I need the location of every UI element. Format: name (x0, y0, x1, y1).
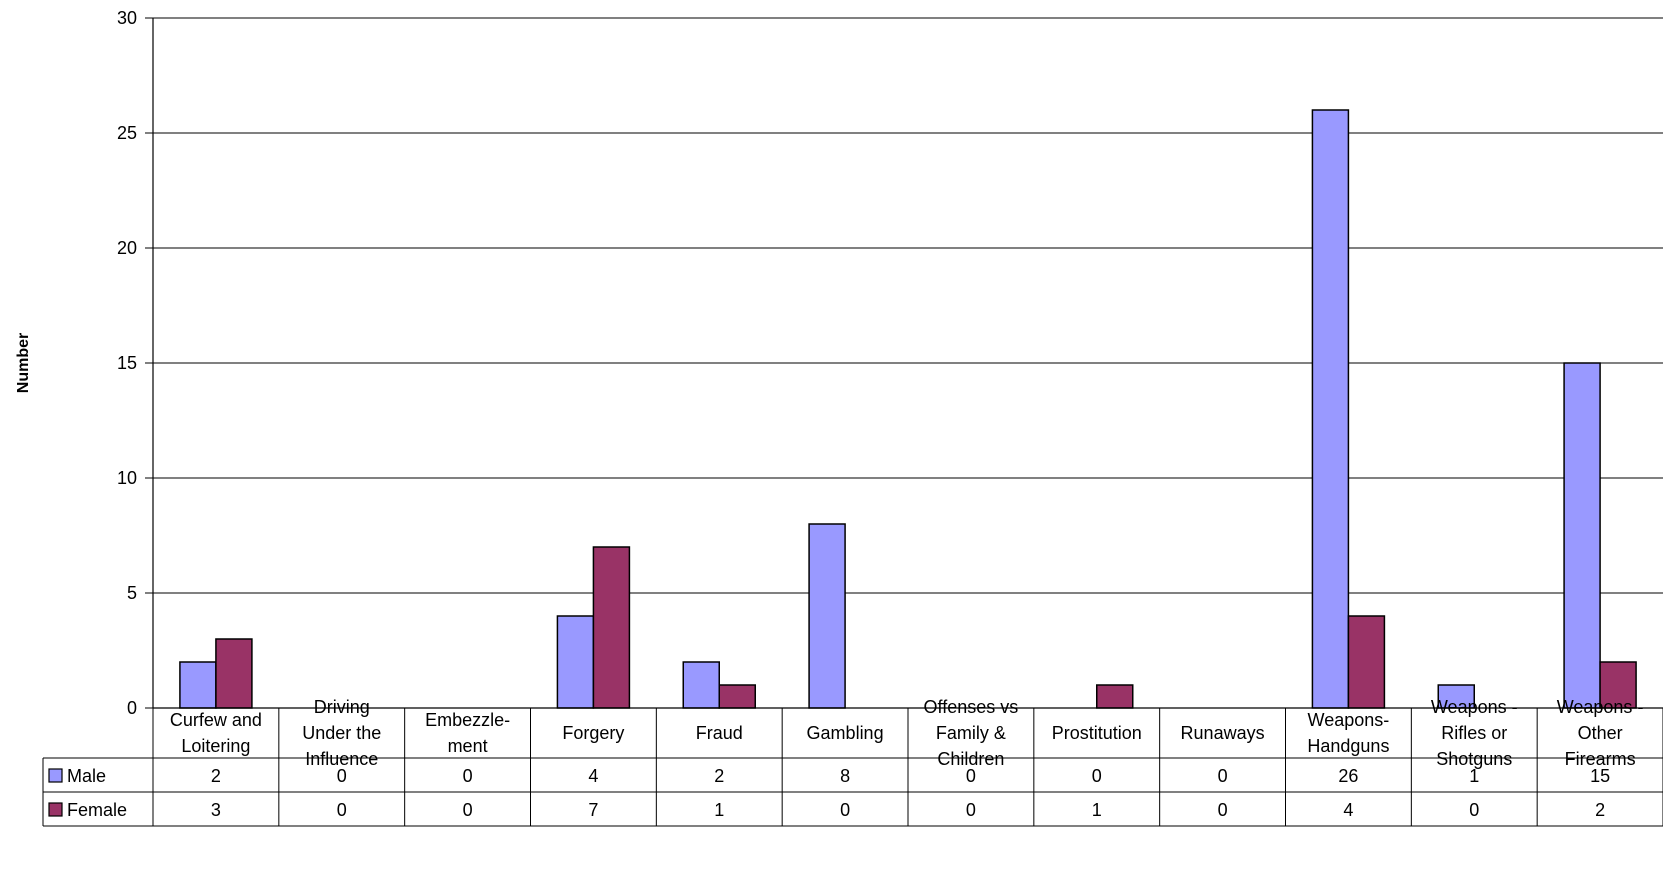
table-value-male: 2 (211, 766, 221, 786)
bar-male (556, 615, 595, 709)
bar-female (215, 638, 253, 709)
y-tick-label: 20 (117, 238, 137, 258)
category-label: Weapons -Other Firearms (1557, 697, 1644, 769)
y-tick-label: 30 (117, 8, 137, 28)
table-value-female: 2 (1595, 800, 1605, 820)
table-value-male: 8 (840, 766, 850, 786)
table-value-male: 0 (1092, 766, 1102, 786)
table-value-male: 26 (1338, 766, 1358, 786)
bar-male (179, 661, 217, 709)
table-value-male: 0 (966, 766, 976, 786)
category-label: Gambling (807, 723, 884, 743)
bar-female (718, 684, 756, 709)
table-value-female: 0 (840, 800, 850, 820)
table-value-female: 0 (463, 800, 473, 820)
category-label: Offenses vs Family & Children (924, 697, 1019, 769)
category-label: Forgery (562, 723, 624, 743)
table-value-male: 4 (588, 766, 598, 786)
y-axis-title: Number (15, 333, 32, 393)
table-value-male: 2 (714, 766, 724, 786)
bar-female (592, 546, 631, 709)
category-label: Curfew and Loitering (170, 710, 262, 756)
bar-male (808, 523, 846, 709)
category-label: Weapons-Handguns (1307, 710, 1389, 756)
table-value-female: 0 (1218, 800, 1228, 820)
table-value-female: 4 (1343, 800, 1353, 820)
table-value-female: 0 (1469, 800, 1479, 820)
bar-male (682, 661, 720, 709)
table-value-female: 0 (966, 800, 976, 820)
table-value-male: 0 (337, 766, 347, 786)
bar-male (1311, 109, 1350, 709)
table-value-male: 0 (463, 766, 473, 786)
legend-key-female (48, 802, 63, 817)
category-label: Driving Under the Influence (302, 697, 381, 769)
table-value-female: 3 (211, 800, 221, 820)
category-label: Embezzle-ment (425, 710, 510, 756)
category-label: Weapons -Rifles or Shotguns (1431, 697, 1518, 769)
y-tick-label: 0 (127, 698, 137, 718)
table-value-female: 0 (337, 800, 347, 820)
bar-male (1563, 362, 1601, 709)
legend-key-male (48, 768, 63, 783)
category-label: Runaways (1181, 723, 1265, 743)
table-value-female: 7 (588, 800, 598, 820)
bar-female (1347, 615, 1386, 709)
bar-female (1096, 684, 1134, 709)
y-tick-label: 5 (127, 583, 137, 603)
legend-label-female: Female (67, 800, 127, 820)
y-tick-label: 10 (117, 468, 137, 488)
table-value-female: 1 (714, 800, 724, 820)
table-value-male: 0 (1218, 766, 1228, 786)
table-value-male: 15 (1590, 766, 1610, 786)
category-label: Prostitution (1052, 723, 1142, 743)
table-value-male: 1 (1469, 766, 1479, 786)
table-value-female: 1 (1092, 800, 1102, 820)
category-label: Fraud (696, 723, 743, 743)
y-tick-label: 25 (117, 123, 137, 143)
legend-label-male: Male (67, 766, 106, 786)
y-tick-label: 15 (117, 353, 137, 373)
